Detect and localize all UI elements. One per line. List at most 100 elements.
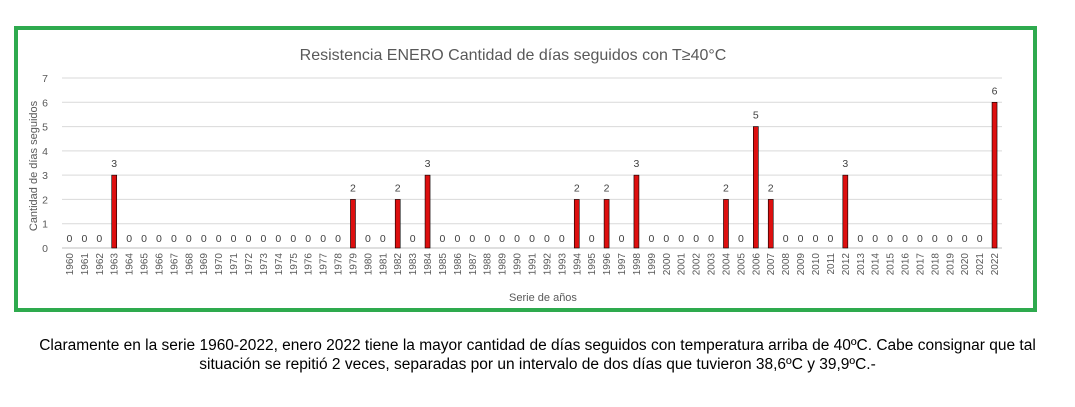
bar	[767, 199, 774, 249]
data-label: 0	[141, 233, 147, 245]
x-tick-label: 1991	[528, 253, 539, 276]
data-label: 0	[648, 233, 654, 245]
data-label: 0	[887, 233, 893, 245]
x-tick-label: 1997	[617, 253, 628, 276]
data-label: 0	[484, 233, 490, 245]
x-tick-label: 1971	[229, 253, 240, 276]
gridlines	[62, 77, 1002, 249]
x-tick-label: 2012	[841, 253, 852, 276]
x-tick-label: 1986	[453, 253, 464, 276]
x-tick-label: 1985	[438, 253, 449, 276]
data-label: 0	[902, 233, 908, 245]
x-tick-label: 1966	[154, 253, 165, 276]
data-label: 0	[246, 233, 252, 245]
data-label: 0	[365, 233, 371, 245]
x-tick-label: 2017	[915, 253, 926, 276]
bar	[723, 199, 729, 249]
y-tick-label: 7	[42, 73, 48, 85]
data-label: 2	[350, 182, 356, 194]
x-tick-label: 2020	[960, 253, 971, 276]
x-tick-label: 1975	[289, 253, 300, 276]
y-axis-label: Cantidad de días seguidos	[28, 100, 40, 231]
x-tick-label: 2016	[901, 253, 912, 276]
x-tick-label: 2022	[990, 253, 1001, 276]
y-tick-labels: 0 1 2 3 4 5 6 7	[42, 73, 48, 255]
x-tick-label: 2021	[975, 253, 986, 276]
y-tick-label: 1	[42, 219, 48, 231]
bar	[842, 174, 849, 249]
x-tick-label: 2006	[751, 253, 762, 276]
data-label: 0	[589, 233, 595, 245]
x-tick-label: 1973	[259, 253, 270, 276]
data-label: 3	[425, 158, 431, 170]
y-tick-label: 5	[42, 122, 48, 134]
x-tick-label: 1977	[319, 253, 330, 276]
x-tick-label: 1976	[304, 253, 315, 276]
data-label: 0	[827, 233, 833, 245]
data-label: 0	[798, 233, 804, 245]
data-label: 0	[320, 233, 326, 245]
data-label: 3	[111, 158, 117, 170]
data-label: 0	[917, 233, 923, 245]
data-label: 0	[216, 233, 222, 245]
data-label: 0	[947, 233, 953, 245]
data-label: 0	[81, 233, 87, 245]
data-label: 0	[619, 233, 625, 245]
x-tick-label: 1988	[483, 253, 494, 276]
x-tick-label: 2005	[736, 253, 747, 276]
x-tick-label: 2010	[811, 253, 822, 276]
y-tick-label: 3	[42, 170, 48, 182]
x-tick-label: 1979	[348, 253, 359, 276]
x-tick-label: 2015	[886, 253, 897, 276]
data-label: 0	[544, 233, 550, 245]
x-tick-label: 2018	[930, 253, 941, 276]
x-tick-label: 2004	[721, 253, 732, 276]
x-tick-label: 2014	[871, 253, 882, 276]
data-label: 0	[96, 233, 102, 245]
x-axis-label: Serie de años	[509, 292, 577, 304]
data-label: 0	[67, 233, 73, 245]
data-label: 0	[529, 233, 535, 245]
x-tick-label: 1995	[587, 253, 598, 276]
data-label: 0	[275, 233, 281, 245]
data-label: 0	[738, 233, 744, 245]
data-label: 2	[604, 182, 610, 194]
x-tick-label: 1964	[125, 253, 136, 276]
bar	[603, 199, 610, 249]
data-label: 0	[186, 233, 192, 245]
data-label: 0	[171, 233, 177, 245]
y-tick-label: 6	[42, 97, 48, 109]
x-tick-label: 1989	[498, 253, 509, 276]
x-tick-label: 1967	[169, 253, 180, 276]
x-tick-label: 1963	[110, 253, 121, 276]
chart-frame: Resistencia ENERO Cantidad de días segui…	[14, 26, 1037, 312]
data-label: 0	[663, 233, 669, 245]
y-tick-label: 0	[42, 243, 48, 255]
x-tick-label: 1990	[513, 253, 524, 276]
x-tick-label: 1981	[378, 253, 389, 276]
data-label: 3	[634, 158, 640, 170]
x-tick-label: 1998	[632, 253, 643, 276]
data-label: 0	[559, 233, 565, 245]
bar	[111, 174, 118, 249]
x-tick-label: 2013	[856, 253, 867, 276]
x-tick-label: 1974	[274, 253, 285, 276]
data-label: 0	[410, 233, 416, 245]
data-label: 0	[977, 233, 983, 245]
data-label: 3	[842, 158, 848, 170]
x-tick-label: 1992	[542, 253, 553, 276]
x-tick-label: 1982	[393, 253, 404, 276]
data-label: 0	[783, 233, 789, 245]
data-label: 0	[380, 233, 386, 245]
x-tick-label: 2007	[766, 253, 777, 276]
data-label: 0	[261, 233, 267, 245]
x-tick-label: 1983	[408, 253, 419, 276]
x-tick-label: 1965	[140, 253, 151, 276]
x-tick-label: 1962	[95, 253, 106, 276]
data-label: 0	[290, 233, 296, 245]
caption-line-1: Claramente en la serie 1960-2022, enero …	[39, 337, 1036, 354]
chart-title: Resistencia ENERO Cantidad de días segui…	[300, 47, 727, 64]
caption: Claramente en la serie 1960-2022, enero …	[0, 336, 1075, 374]
data-label: 0	[514, 233, 520, 245]
